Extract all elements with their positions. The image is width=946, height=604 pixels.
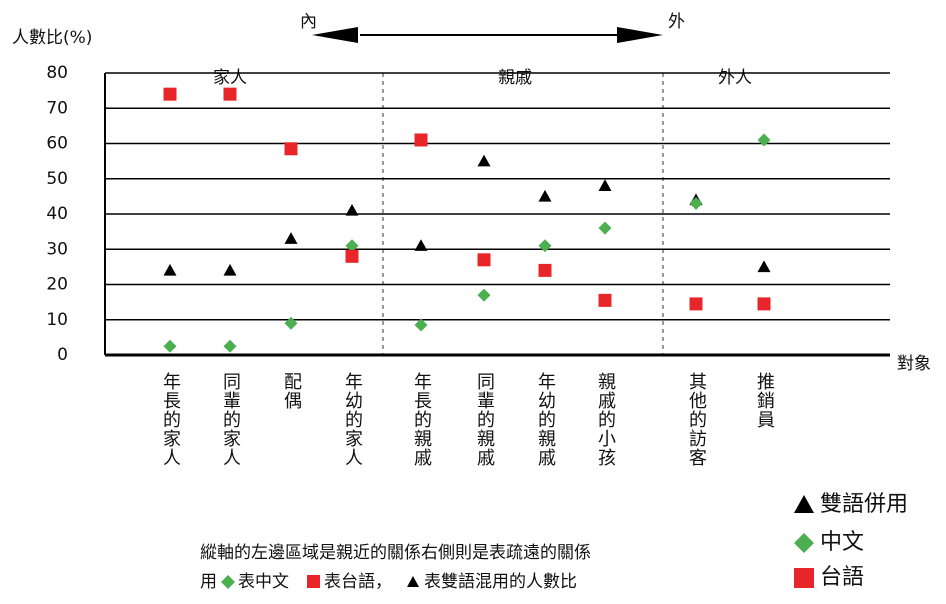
note-line: 用 表中文 表台語， 表雙語混用的人數比 xyxy=(200,572,577,592)
x-tick-label: 年幼的親戚 xyxy=(535,372,556,467)
marker-square xyxy=(223,87,237,101)
group-label: 家人 xyxy=(213,68,247,88)
marker-triangle xyxy=(598,179,612,191)
note-icon xyxy=(221,575,235,589)
marker-diamond xyxy=(757,133,771,147)
y-tick-label: 60 xyxy=(46,134,68,154)
y-tick-label: 40 xyxy=(46,204,68,224)
note: 表雙語混用的人數比 xyxy=(424,572,577,592)
marker-triangle xyxy=(477,154,491,167)
marker-square xyxy=(538,263,552,277)
marker-square xyxy=(284,142,298,156)
x-axis-label: 對象 xyxy=(897,354,931,374)
y-tick-label: 70 xyxy=(46,98,68,118)
y-tick-label: 30 xyxy=(46,239,68,259)
group-label: 外人 xyxy=(718,68,752,88)
marker-diamond xyxy=(223,339,237,353)
marker-square xyxy=(345,249,359,263)
marker-triangle xyxy=(538,189,552,202)
marker-diamond xyxy=(284,316,298,330)
x-tick-label: 其他的訪客 xyxy=(686,372,707,467)
x-tick-label: 同輩的親戚 xyxy=(474,372,495,467)
marker-triangle xyxy=(284,232,298,244)
marker-diamond xyxy=(414,318,428,332)
y-tick-label: 80 xyxy=(46,63,68,83)
arrow-head xyxy=(617,27,663,43)
x-tick-label: 推銷員 xyxy=(754,372,775,429)
direction-label: 外 xyxy=(668,12,685,32)
marker-diamond xyxy=(163,339,177,353)
x-tick-label: 年長的親戚 xyxy=(411,372,432,467)
y-tick-label: 0 xyxy=(57,345,68,365)
marker-triangle xyxy=(345,203,359,216)
legend-marker xyxy=(794,533,814,553)
marker-triangle xyxy=(223,263,237,276)
note: 表台語， xyxy=(324,572,392,592)
marker-triangle xyxy=(163,263,177,276)
x-tick-label: 親戚的小孩 xyxy=(595,372,616,467)
legend-marker xyxy=(794,495,814,513)
note-icon xyxy=(307,575,320,588)
marker-triangle xyxy=(414,239,428,251)
marker-square xyxy=(477,253,491,267)
marker-square xyxy=(163,87,177,101)
legend-label: 雙語併用 xyxy=(820,492,908,517)
note: 用 xyxy=(200,572,217,592)
legend-marker xyxy=(794,568,814,588)
x-tick-label: 年幼的家人 xyxy=(342,372,363,467)
x-tick-label: 同輩的家人 xyxy=(220,372,241,467)
marker-square xyxy=(689,297,703,311)
note-icon xyxy=(407,576,419,587)
arrow-head xyxy=(312,27,358,43)
marker-diamond xyxy=(538,239,552,253)
group-label: 親戚 xyxy=(498,68,532,88)
y-axis-label: 人數比(%) xyxy=(12,28,92,48)
y-tick-label: 10 xyxy=(46,310,68,330)
x-tick-label: 配偶 xyxy=(281,372,302,410)
legend-label: 中文 xyxy=(820,530,864,555)
note: 縱軸的左邊區域是親近的關係右側則是表疏遠的關係 xyxy=(200,543,591,563)
note: 表中文 xyxy=(238,572,289,592)
marker-square xyxy=(757,297,771,311)
marker-square xyxy=(414,133,428,147)
marker-diamond xyxy=(345,239,359,253)
marker-diamond xyxy=(598,221,612,235)
legend-label: 台語 xyxy=(820,565,864,590)
marker-square xyxy=(598,293,612,307)
direction-label: 內 xyxy=(300,12,317,32)
marker-triangle xyxy=(757,260,771,273)
marker-diamond xyxy=(689,196,703,210)
y-tick-label: 50 xyxy=(46,169,68,189)
y-tick-label: 20 xyxy=(46,275,68,295)
marker-diamond xyxy=(477,288,491,302)
x-tick-label: 年長的家人 xyxy=(160,372,181,467)
